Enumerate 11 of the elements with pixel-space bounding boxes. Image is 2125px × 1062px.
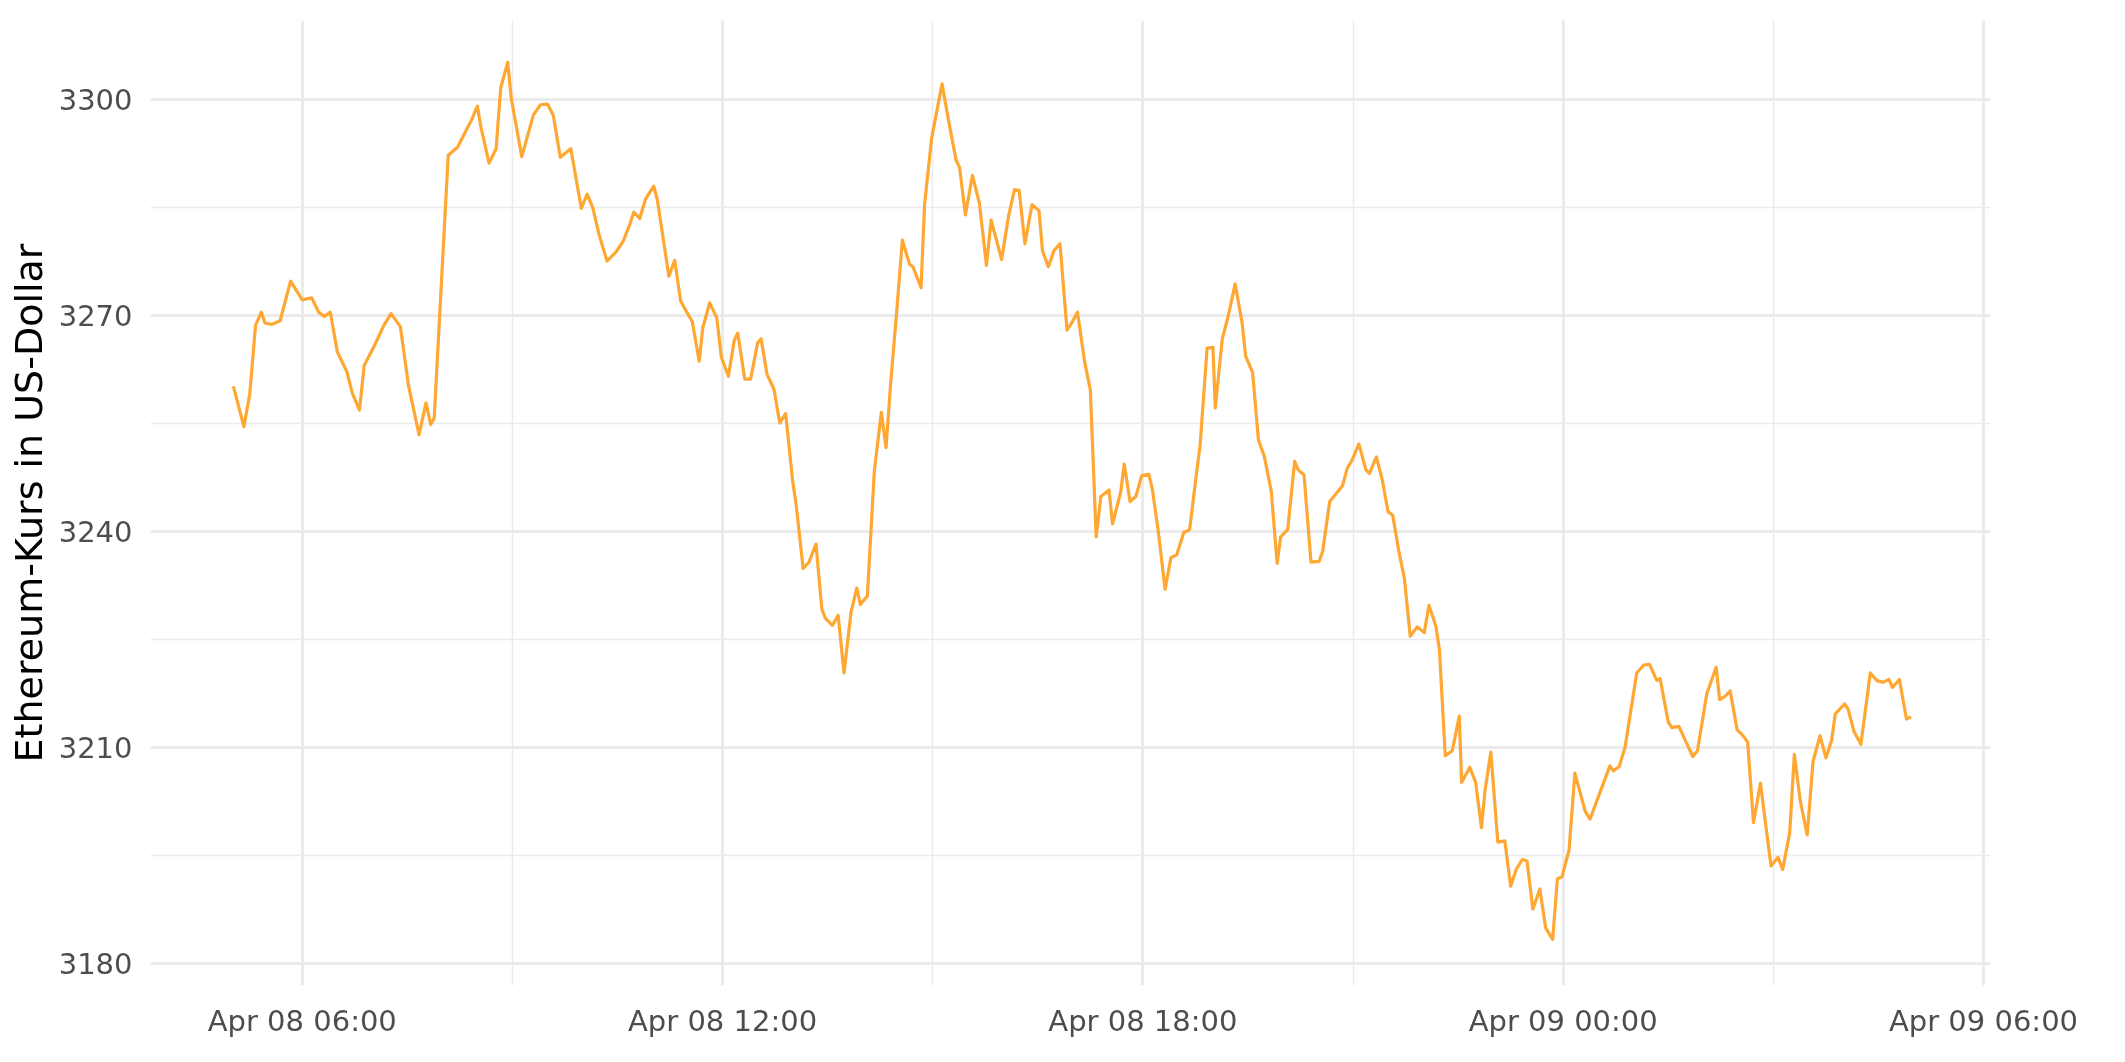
- x-tick-label: Apr 08 06:00: [207, 1003, 397, 1038]
- y-tick-label: 3270: [58, 299, 133, 334]
- y-tick-label: 3210: [58, 731, 133, 766]
- y-tick-label: 3180: [58, 947, 133, 982]
- x-tick-label: Apr 08 18:00: [1048, 1003, 1238, 1038]
- y-tick-label: 3240: [58, 515, 133, 550]
- x-tick-label: Apr 09 06:00: [1888, 1003, 2079, 1038]
- x-tick-label: Apr 09 00:00: [1468, 1003, 1658, 1038]
- x-tick-label: Apr 08 12:00: [628, 1003, 818, 1038]
- y-axis-title: Ethereum-Kurs in US-Dollar: [6, 243, 51, 763]
- y-tick-label: 3300: [58, 83, 133, 118]
